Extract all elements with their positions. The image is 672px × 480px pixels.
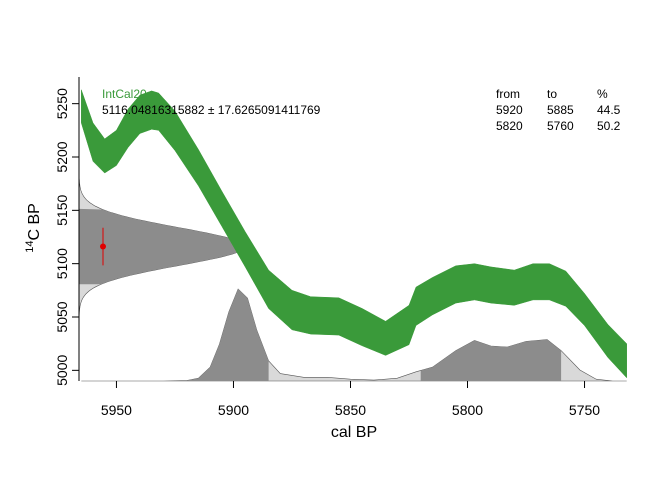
radiocarbon-density-2sigma	[79, 208, 245, 285]
x-axis-label: cal BP	[331, 424, 377, 441]
calibrated-hpd-range-1	[186, 289, 269, 381]
y-tick-label: 5250	[54, 88, 70, 119]
legend-curve-name: IntCal20	[102, 87, 147, 101]
measurement-group	[100, 227, 106, 266]
calibrated-hpd-range-2	[420, 339, 562, 381]
y-axis-ticks: 5000 5050 5100 5150 5200 5250	[54, 88, 79, 386]
hpd-header-cell: from	[496, 87, 520, 101]
x-tick-label: 5750	[569, 402, 600, 418]
x-tick-label: 5800	[452, 402, 483, 418]
x-tick-label: 5850	[335, 402, 366, 418]
y-tick-label: 5050	[54, 301, 70, 332]
hpd-row-cell: 5760	[547, 119, 574, 133]
y-tick-label: 5000	[54, 355, 70, 386]
legend-measurement: 5116.04816315882 ± 17.6265091411769	[102, 103, 321, 117]
hpd-row-cell: 5920	[496, 103, 523, 117]
x-tick-label: 5900	[218, 402, 249, 418]
calibration-curve-group	[81, 89, 627, 379]
calibrated-distribution-group	[81, 288, 627, 382]
y-tick-label: 5200	[54, 141, 70, 172]
hpd-row-cell: 5820	[496, 119, 523, 133]
y-tick-label: 5150	[54, 195, 70, 226]
hpd-row-cell: 44.5	[597, 103, 621, 117]
calibration-curve-band	[81, 89, 627, 379]
y-axis-label: 14C BP	[24, 203, 43, 253]
hpd-header-cell: %	[597, 87, 608, 101]
x-tick-label: 5950	[101, 402, 132, 418]
y-tick-label: 5100	[54, 248, 70, 279]
measurement-point	[100, 243, 106, 250]
x-axis-ticks: 5950 5900 5850 5800 5750	[101, 381, 600, 418]
hpd-header-cell: to	[547, 87, 557, 101]
hpd-row-cell: 50.2	[597, 119, 621, 133]
hpd-row-cell: 5885	[547, 103, 574, 117]
y-axis-label-superscript: 14	[24, 241, 36, 253]
y-axis-label-text: C BP	[26, 203, 43, 240]
hpd-table: from to % 5920 5885 44.5 5820 5760 50.2	[496, 87, 621, 133]
